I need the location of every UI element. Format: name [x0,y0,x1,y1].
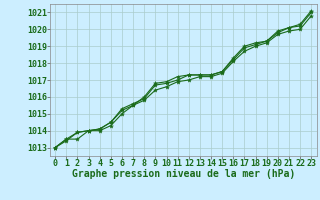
X-axis label: Graphe pression niveau de la mer (hPa): Graphe pression niveau de la mer (hPa) [72,169,295,179]
